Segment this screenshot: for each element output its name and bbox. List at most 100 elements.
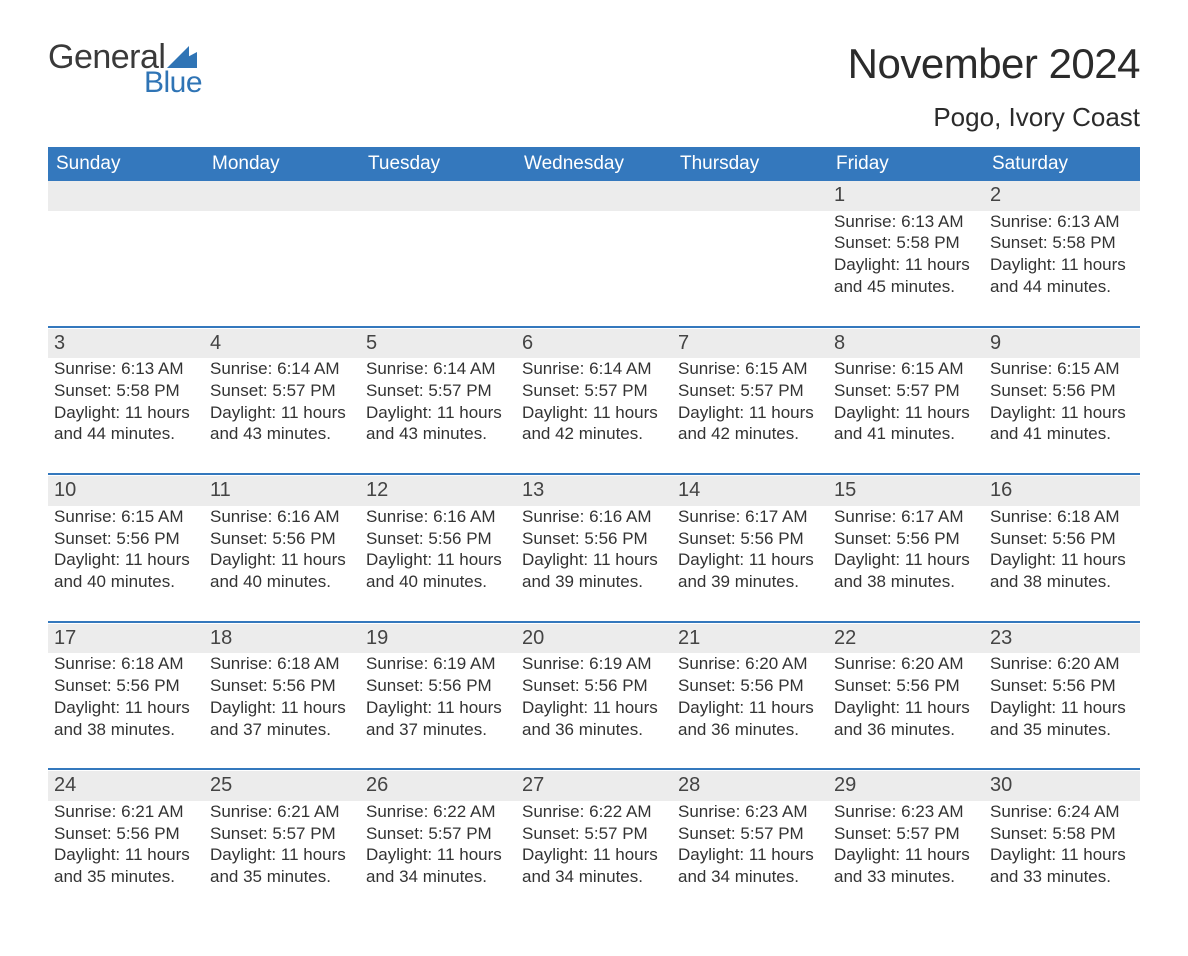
sunrise-label: Sunrise:: [210, 359, 272, 378]
sunset-value: 5:56 PM: [1052, 529, 1115, 548]
sunrise-value: 6:19 AM: [589, 654, 651, 673]
sunrise-value: 6:13 AM: [1057, 212, 1119, 231]
sunrise-line: Sunrise: 6:13 AM: [834, 211, 978, 233]
sunset-label: Sunset:: [54, 676, 112, 695]
daylight-label: Daylight:: [834, 255, 900, 274]
sunset-line: Sunset: 5:57 PM: [366, 380, 510, 402]
day-header: Thursday: [672, 147, 828, 181]
daylight-line: Daylight: 11 hours and 41 minutes.: [834, 402, 978, 446]
sunrise-value: 6:16 AM: [277, 507, 339, 526]
sunrise-line: Sunrise: 6:15 AM: [678, 358, 822, 380]
sunrise-line: Sunrise: 6:20 AM: [678, 653, 822, 675]
daylight-label: Daylight:: [210, 550, 276, 569]
sunrise-value: 6:13 AM: [121, 359, 183, 378]
sunset-line: Sunset: 5:58 PM: [54, 380, 198, 402]
sunrise-line: Sunrise: 6:17 AM: [678, 506, 822, 528]
day-number-cell: 9: [984, 329, 1140, 359]
day-cell: Sunrise: 6:13 AMSunset: 5:58 PMDaylight:…: [828, 211, 984, 327]
day-number-cell: [48, 181, 204, 211]
sunset-value: 5:56 PM: [116, 824, 179, 843]
day-cell: Sunrise: 6:22 AMSunset: 5:57 PMDaylight:…: [516, 801, 672, 916]
day-header: Wednesday: [516, 147, 672, 181]
logo: General Blue: [48, 40, 202, 98]
daylight-label: Daylight:: [834, 550, 900, 569]
daylight-label: Daylight:: [366, 698, 432, 717]
day-cell: Sunrise: 6:14 AMSunset: 5:57 PMDaylight:…: [360, 358, 516, 474]
sunset-line: Sunset: 5:56 PM: [54, 823, 198, 845]
sunset-label: Sunset:: [210, 381, 268, 400]
sunset-value: 5:56 PM: [740, 529, 803, 548]
sunrise-line: Sunrise: 6:13 AM: [990, 211, 1134, 233]
day-number-cell: [672, 181, 828, 211]
daylight-line: Daylight: 11 hours and 40 minutes.: [210, 549, 354, 593]
day-number-cell: 26: [360, 771, 516, 801]
sunset-value: 5:56 PM: [1052, 381, 1115, 400]
daynum-row: 10111213141516: [48, 476, 1140, 506]
sunset-value: 5:58 PM: [116, 381, 179, 400]
daylight-line: Daylight: 11 hours and 37 minutes.: [210, 697, 354, 741]
sunset-line: Sunset: 5:56 PM: [54, 528, 198, 550]
sunset-value: 5:56 PM: [1052, 676, 1115, 695]
daylight-line: Daylight: 11 hours and 42 minutes.: [522, 402, 666, 446]
sunrise-value: 6:19 AM: [433, 654, 495, 673]
sunset-line: Sunset: 5:57 PM: [210, 823, 354, 845]
daylight-line: Daylight: 11 hours and 40 minutes.: [54, 549, 198, 593]
sunset-value: 5:57 PM: [740, 381, 803, 400]
day-cell: Sunrise: 6:23 AMSunset: 5:57 PMDaylight:…: [672, 801, 828, 916]
sunset-line: Sunset: 5:56 PM: [990, 675, 1134, 697]
header-row: General Blue November 2024 Pogo, Ivory C…: [48, 40, 1140, 133]
sunrise-label: Sunrise:: [834, 359, 896, 378]
day-cell: Sunrise: 6:16 AMSunset: 5:56 PMDaylight:…: [204, 506, 360, 622]
sunset-value: 5:57 PM: [272, 824, 335, 843]
sunrise-label: Sunrise:: [678, 507, 740, 526]
daylight-label: Daylight:: [834, 698, 900, 717]
sunrise-line: Sunrise: 6:15 AM: [834, 358, 978, 380]
daylight-line: Daylight: 11 hours and 38 minutes.: [54, 697, 198, 741]
day-number-cell: 15: [828, 476, 984, 506]
day-number-cell: 29: [828, 771, 984, 801]
day-header: Monday: [204, 147, 360, 181]
day-cell: Sunrise: 6:21 AMSunset: 5:57 PMDaylight:…: [204, 801, 360, 916]
sunrise-value: 6:20 AM: [901, 654, 963, 673]
day-cell: Sunrise: 6:20 AMSunset: 5:56 PMDaylight:…: [828, 653, 984, 769]
sunset-label: Sunset:: [990, 529, 1048, 548]
day-number-cell: 1: [828, 181, 984, 211]
sunrise-label: Sunrise:: [210, 654, 272, 673]
sunset-line: Sunset: 5:58 PM: [834, 232, 978, 254]
sunset-label: Sunset:: [210, 676, 268, 695]
daylight-line: Daylight: 11 hours and 43 minutes.: [210, 402, 354, 446]
daylight-label: Daylight:: [678, 550, 744, 569]
day-cell: Sunrise: 6:18 AMSunset: 5:56 PMDaylight:…: [984, 506, 1140, 622]
sunset-label: Sunset:: [366, 824, 424, 843]
day-cell: Sunrise: 6:15 AMSunset: 5:57 PMDaylight:…: [828, 358, 984, 474]
daylight-line: Daylight: 11 hours and 39 minutes.: [522, 549, 666, 593]
sunset-label: Sunset:: [366, 381, 424, 400]
calendar-header: SundayMondayTuesdayWednesdayThursdayFrid…: [48, 147, 1140, 181]
day-number-cell: 10: [48, 476, 204, 506]
sunrise-value: 6:15 AM: [121, 507, 183, 526]
day-header: Saturday: [984, 147, 1140, 181]
sunrise-value: 6:18 AM: [1057, 507, 1119, 526]
daylight-line: Daylight: 11 hours and 36 minutes.: [834, 697, 978, 741]
month-title: November 2024: [848, 40, 1140, 88]
sunrise-label: Sunrise:: [990, 507, 1052, 526]
sunrise-line: Sunrise: 6:24 AM: [990, 801, 1134, 823]
sunrise-label: Sunrise:: [366, 654, 428, 673]
daylight-label: Daylight:: [522, 403, 588, 422]
day-cell: Sunrise: 6:18 AMSunset: 5:56 PMDaylight:…: [48, 653, 204, 769]
sunset-label: Sunset:: [54, 381, 112, 400]
day-number-cell: 30: [984, 771, 1140, 801]
sunset-value: 5:56 PM: [584, 676, 647, 695]
sunrise-line: Sunrise: 6:15 AM: [54, 506, 198, 528]
sunrise-line: Sunrise: 6:22 AM: [522, 801, 666, 823]
sunset-label: Sunset:: [834, 529, 892, 548]
sunrise-line: Sunrise: 6:17 AM: [834, 506, 978, 528]
daylight-label: Daylight:: [834, 845, 900, 864]
daynum-row: 24252627282930: [48, 771, 1140, 801]
daylight-label: Daylight:: [366, 845, 432, 864]
daylight-label: Daylight:: [990, 698, 1056, 717]
sunrise-label: Sunrise:: [678, 802, 740, 821]
sunrise-label: Sunrise:: [210, 802, 272, 821]
daylight-line: Daylight: 11 hours and 38 minutes.: [834, 549, 978, 593]
day-number-cell: 12: [360, 476, 516, 506]
